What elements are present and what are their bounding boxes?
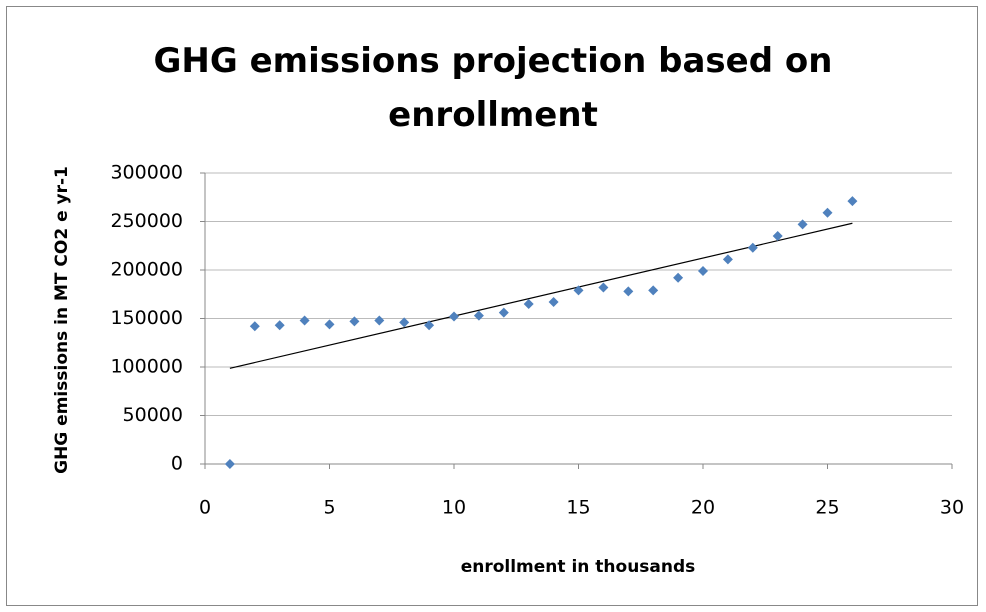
point (523, 298, 534, 309)
point (673, 272, 684, 283)
x-tick-label: 5 (323, 497, 335, 519)
point (399, 317, 410, 328)
point (747, 242, 758, 253)
point (698, 265, 708, 276)
y-tick-label: 50000 (123, 404, 183, 426)
point (349, 316, 360, 327)
point (822, 207, 833, 218)
point (274, 320, 285, 331)
point (449, 311, 459, 322)
point (374, 315, 385, 326)
point (797, 219, 808, 230)
point (648, 285, 659, 296)
y-tick-label: 250000 (110, 210, 183, 232)
y-axis-label: GHG emissions in MT CO2 e yr-1 (52, 166, 72, 474)
y-tick-label: 200000 (110, 259, 183, 281)
y-tick-label: 150000 (110, 307, 183, 329)
x-tick-label: 25 (815, 497, 839, 519)
point (772, 231, 783, 242)
point (498, 307, 509, 318)
x-axis-label: enrollment in thousands (461, 557, 696, 577)
point (224, 459, 235, 469)
trendline (229, 222, 853, 369)
point (847, 196, 858, 207)
y-tick-label: 0 (171, 453, 183, 475)
point (598, 282, 609, 293)
point (424, 320, 435, 331)
point (473, 310, 484, 321)
point (249, 321, 260, 332)
point (573, 285, 584, 296)
x-tick-label: 20 (691, 497, 715, 519)
y-tick-label: 100000 (110, 356, 183, 378)
point (548, 297, 559, 308)
point (623, 286, 634, 297)
y-tick-label: 300000 (110, 162, 183, 184)
x-tick-label: 10 (442, 497, 466, 519)
point (324, 319, 335, 330)
x-tick-label: 15 (566, 497, 590, 519)
chart-frame (6, 6, 978, 606)
x-tick-label: 30 (940, 497, 964, 519)
point (722, 254, 733, 265)
x-tick-label: 0 (199, 497, 211, 519)
chart-title: GHG emissions projection based on enroll… (153, 41, 833, 135)
point (299, 315, 310, 326)
